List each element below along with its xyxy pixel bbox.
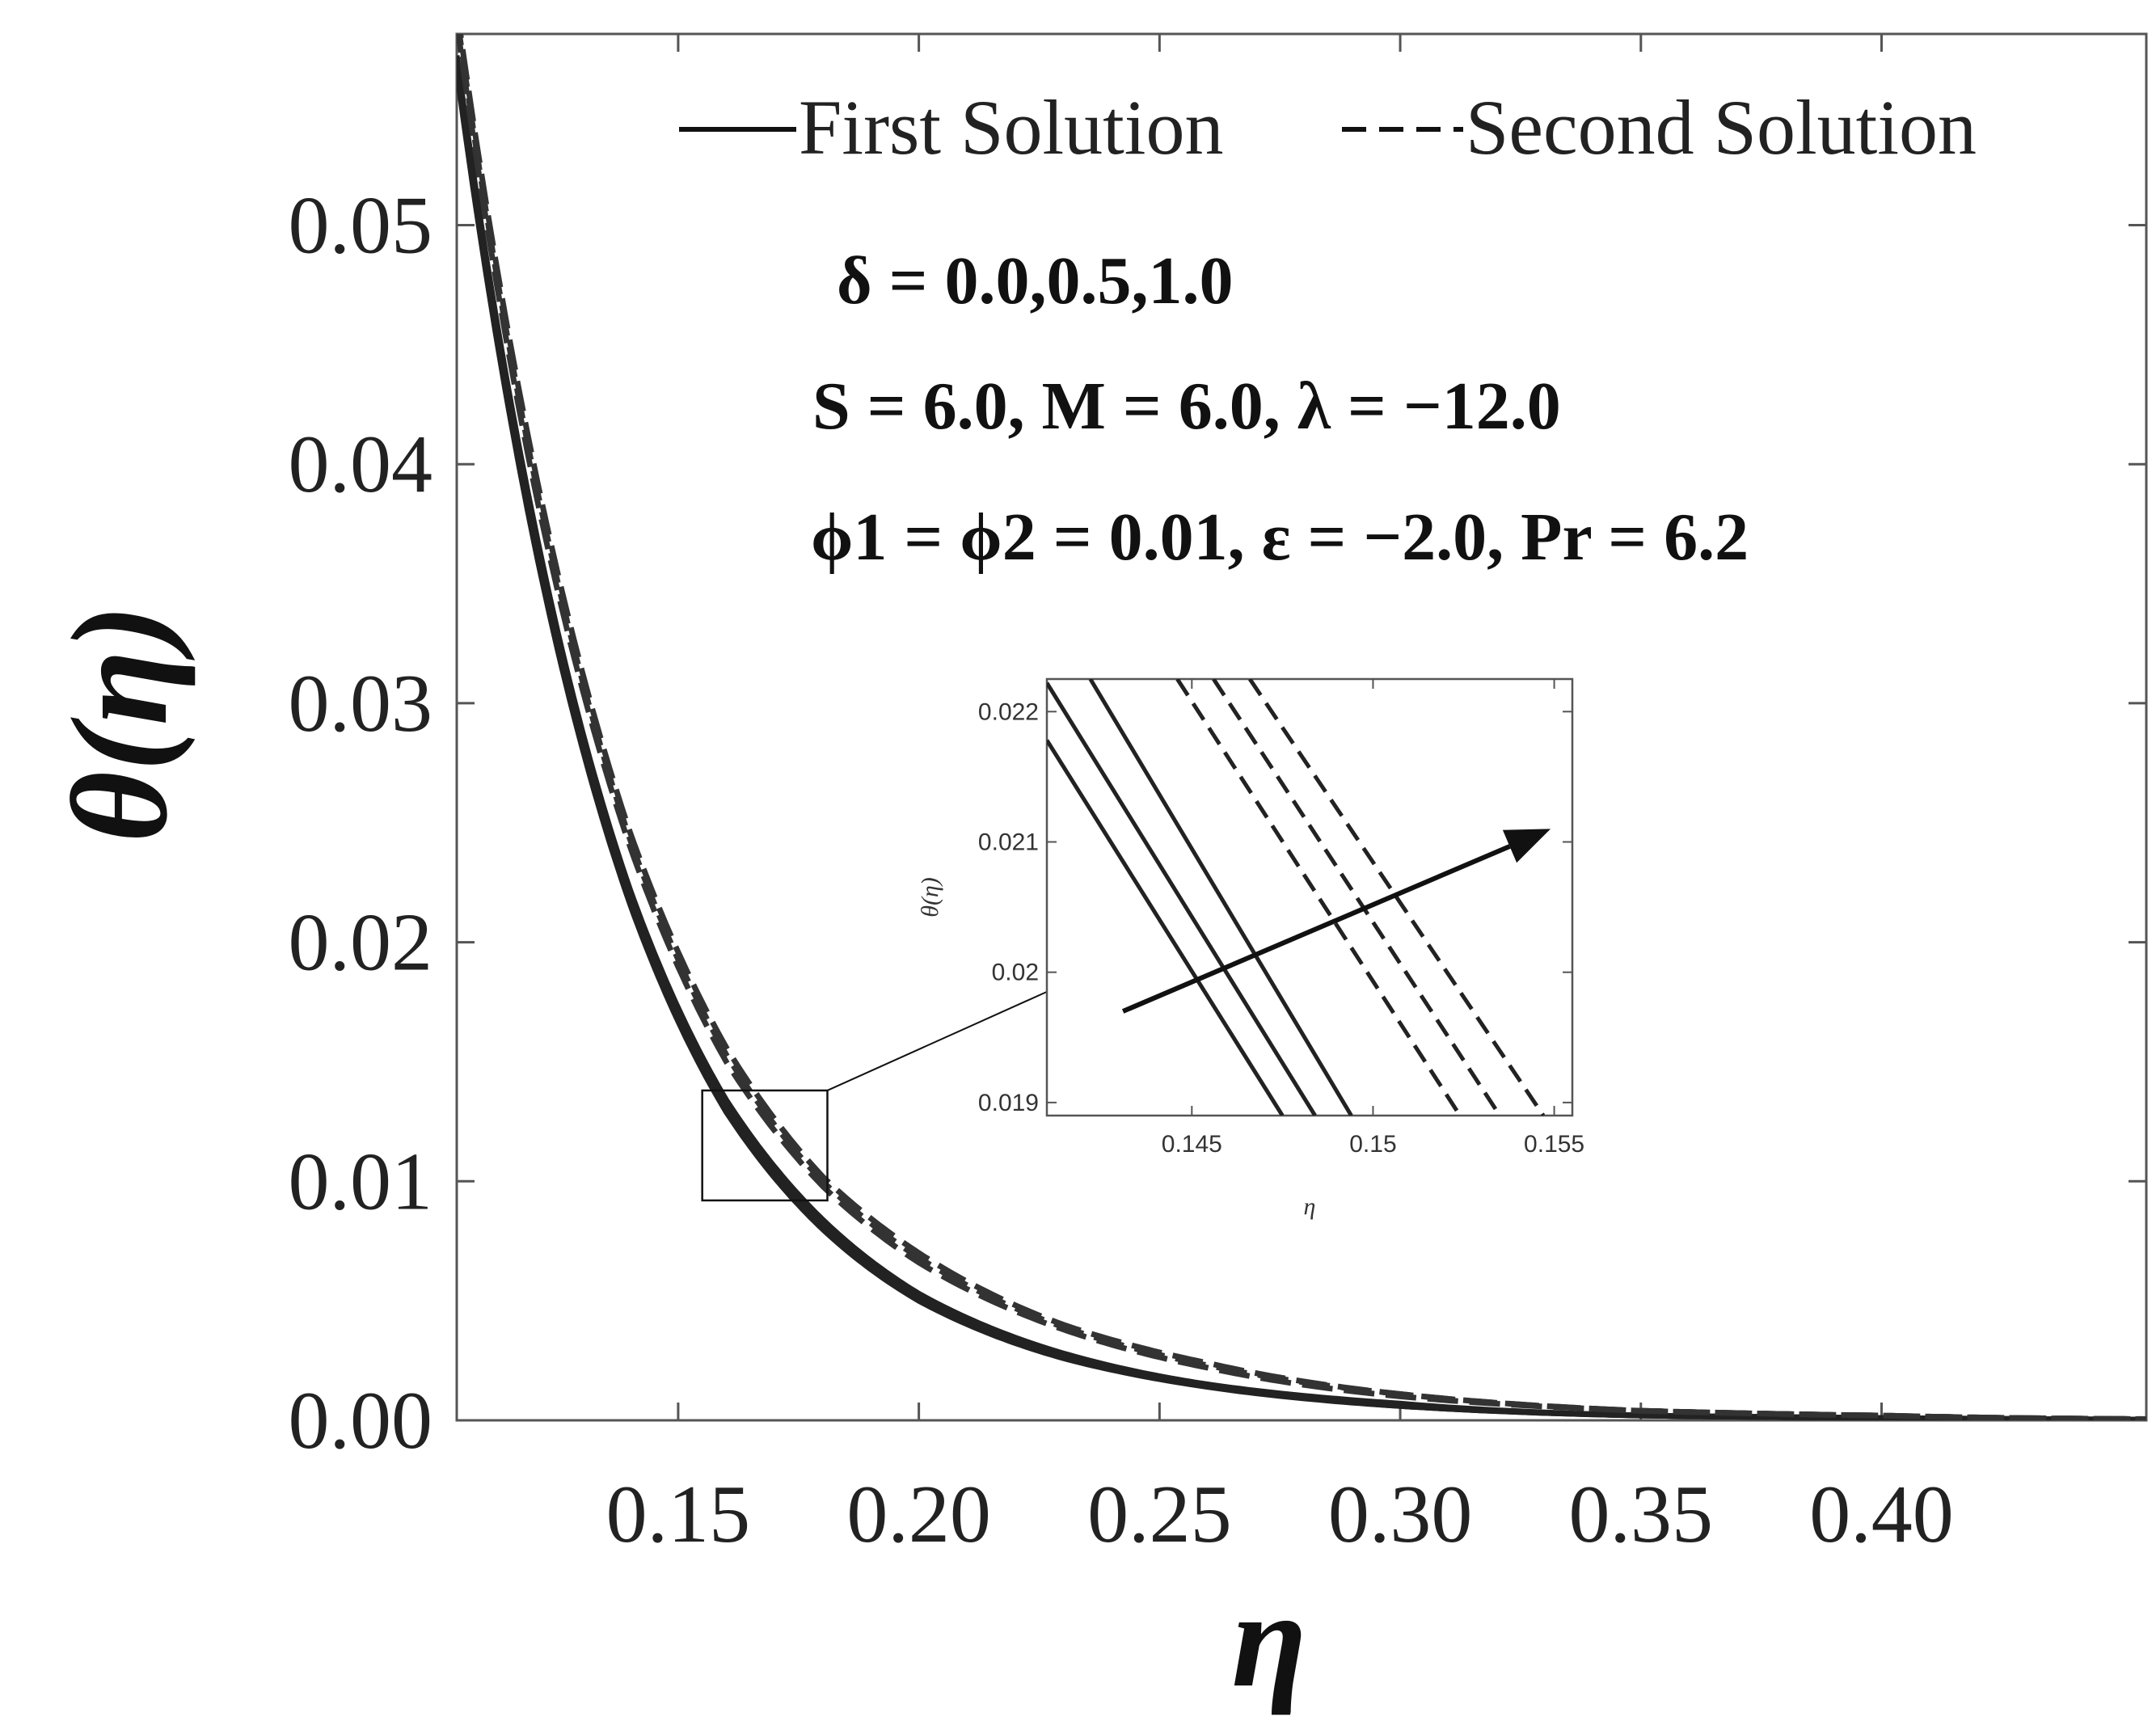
- legend-label-second-solution: Second Solution: [1466, 84, 1977, 171]
- inset-x-tick-label: 0.145: [1162, 1131, 1222, 1158]
- y-axis-label: θ(η): [44, 605, 196, 843]
- inset-y-tick-label: 0.019: [978, 1090, 1039, 1116]
- y-tick-label: 0.00: [289, 1375, 433, 1466]
- inset-frame: [1045, 677, 1574, 1117]
- inset-first-solution-line-delta-0-5: [1047, 681, 1317, 1116]
- x-tick-label: 0.15: [606, 1469, 751, 1560]
- annotation-phi-eps-pr: ϕ1 = ϕ2 = 0.01, ε = −2.0, Pr = 6.2: [811, 500, 1749, 575]
- x-axis-label: η: [1231, 1563, 1306, 1715]
- y-tick-label: 0.05: [289, 180, 433, 272]
- x-tick-label: 0.35: [1569, 1469, 1714, 1560]
- x-tick-label: 0.40: [1809, 1469, 1954, 1560]
- parameter-annotations: δ = 0.0,0.5,1.0 S = 6.0, M = 6.0, λ = −1…: [811, 243, 1749, 575]
- main-plot-frame: [455, 32, 2148, 1422]
- annotation-delta: δ = 0.0,0.5,1.0: [837, 243, 1233, 319]
- inset-first-solution-line-delta-1: [1088, 679, 1353, 1116]
- inset-first-solution-line-delta-0: [1047, 739, 1285, 1116]
- inset-series-group: [1047, 679, 1546, 1116]
- x-tick-label: 0.30: [1328, 1469, 1473, 1560]
- y-tick-label: 0.03: [289, 658, 433, 749]
- inset-y-tick-label: 0.022: [978, 698, 1039, 725]
- second-solution-curve-delta-1: [458, 34, 2146, 1420]
- inset-plot: 0.145 0.15 0.155 0.019 0.02 0.021 0.022 θ(η) η: [917, 677, 1584, 1220]
- inset-y-tick-label: 0.021: [978, 829, 1039, 855]
- delta-increase-arrow: [1121, 844, 1511, 1014]
- x-tick-label: 0.20: [846, 1469, 991, 1560]
- y-tick-label: 0.04: [289, 419, 433, 510]
- legend-label-first-solution: First Solution: [799, 84, 1223, 171]
- inset-axis-ticks: 0.145 0.15 0.155 0.019 0.02 0.021 0.022: [978, 679, 1584, 1158]
- inset-x-axis-label: η: [1304, 1193, 1316, 1220]
- zoom-connector-line: [827, 990, 1048, 1091]
- y-tick-label: 0.02: [289, 897, 433, 989]
- arrow-head-icon: [1502, 829, 1551, 863]
- inset-x-tick-label: 0.15: [1349, 1131, 1396, 1158]
- annotation-s-m-lambda: S = 6.0, M = 6.0, λ = −12.0: [812, 369, 1561, 444]
- inset-second-solution-line-delta-1: [1247, 679, 1546, 1116]
- inset-y-tick-label: 0.02: [992, 960, 1039, 986]
- x-tick-label: 0.25: [1087, 1469, 1232, 1560]
- first-solution-curve-delta-1: [457, 55, 2146, 1420]
- main-plot-area: 0.15 0.20 0.25 0.30 0.35 0.40 0.00 0.01 0.02 0.03…: [289, 32, 2148, 1560]
- y-tick-label: 0.01: [289, 1136, 433, 1227]
- inset-x-tick-label: 0.155: [1524, 1131, 1584, 1158]
- main-axis-ticks: 0.15 0.20 0.25 0.30 0.35 0.40 0.00 0.01 0.02 0.03…: [289, 34, 2146, 1560]
- legend: First Solution Second Solution: [679, 84, 1977, 171]
- inset-y-axis-label: θ(η): [917, 877, 943, 918]
- zoom-box: [701, 1089, 829, 1202]
- main-series-group: [457, 34, 2146, 1420]
